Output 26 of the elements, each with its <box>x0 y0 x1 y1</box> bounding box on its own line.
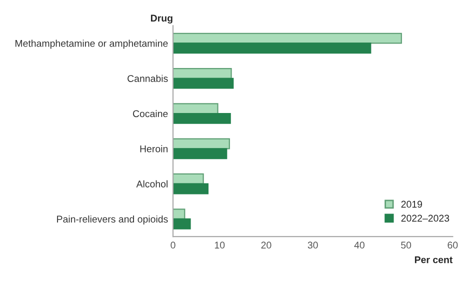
x-tick-label: 50 <box>401 242 412 249</box>
y-tick-label: Cocaine <box>132 110 168 118</box>
bar <box>173 148 228 160</box>
y-tick-label: Pain-relievers and opioids <box>57 215 168 225</box>
legend-label: 2019 <box>401 200 422 208</box>
bar <box>173 42 372 54</box>
x-tick-label: 0 <box>170 242 176 249</box>
y-tick-label: Alcohol <box>136 180 168 188</box>
x-tick-label: 30 <box>308 242 318 249</box>
bar <box>173 112 231 124</box>
legend-label: 2022–2023 <box>401 214 450 222</box>
bar <box>173 173 204 184</box>
x-tick-label: 20 <box>261 242 272 249</box>
bar <box>173 68 232 79</box>
y-axis-title: Drug <box>150 14 172 24</box>
x-tick-label: 10 <box>214 242 225 249</box>
bar <box>173 78 234 89</box>
y-tick-label: Heroin <box>140 145 168 152</box>
x-axis-title: Per cent <box>414 256 453 264</box>
y-tick-label: Cannabis <box>128 74 168 82</box>
bar <box>173 183 209 194</box>
bar <box>173 218 191 230</box>
x-tick-label: 40 <box>354 242 364 249</box>
y-tick-label: Methamphetamine or amphetamine <box>15 40 168 49</box>
bar <box>173 103 218 114</box>
x-tick-label: 60 <box>448 242 458 249</box>
